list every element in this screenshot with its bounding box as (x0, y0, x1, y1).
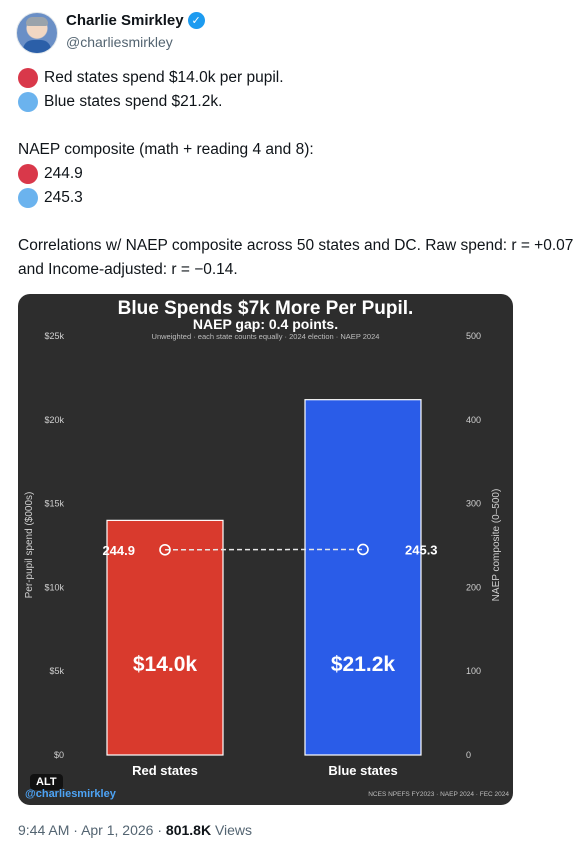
chart-note: Unweighted · each state counts equally ·… (151, 332, 380, 341)
red-circle-emoji-icon (18, 68, 38, 88)
chart-credit: @charliesmirkley (25, 788, 116, 800)
y2-tick-label: 200 (466, 582, 481, 592)
y2-tick-label: 100 (466, 666, 481, 676)
bar-value-label: $21.2k (331, 653, 396, 676)
blue-circle-emoji-icon (18, 92, 38, 112)
y-tick-label: $0 (54, 750, 64, 760)
avatar-body (23, 40, 51, 53)
author-handle[interactable]: @charliesmirkley (66, 34, 173, 50)
tweet-body-spend: Red states spend $14.0k per pupil. Blue … (18, 66, 284, 114)
view-count[interactable]: 801.8K (165, 822, 212, 838)
attached-chart-image[interactable]: $0 $5k $10k $15k $20k $25k 0 100 200 300 400 500 Per… (18, 294, 513, 805)
bar-value-label: $14.0k (133, 653, 198, 676)
bar (304, 399, 422, 756)
y-tick-label: $25k (44, 331, 64, 341)
y2-tick-label: 400 (466, 415, 481, 425)
y-tick-label: $20k (44, 415, 64, 425)
tweet-meta: 9:44 AM · Apr 1, 2026 · 801.8K Views (18, 822, 252, 838)
y-tick-label: $15k (44, 499, 64, 509)
y-axis-label: Per-pupil spend ($000s) (24, 492, 35, 599)
views-label: Views (214, 822, 253, 838)
naep-heading: NAEP composite (math + reading 4 and 8): (18, 141, 314, 158)
y2-tick-label: 300 (466, 499, 481, 509)
category-label: Blue states (328, 763, 397, 778)
y-tick-label: $5k (49, 666, 64, 676)
meta-separator: · (157, 822, 163, 838)
naep-value-label: 244.9 (102, 543, 135, 558)
chart-sources: NCES NPEFS FY2023 · NAEP 2024 · FEC 2024 (368, 791, 509, 798)
naep-red-value: 244.9 (44, 165, 83, 182)
tweet-time[interactable]: 9:44 AM (18, 822, 70, 838)
author-name[interactable]: Charlie Smirkley (66, 12, 184, 29)
naep-point (357, 543, 369, 556)
naep-value-label: 245.3 (405, 542, 438, 557)
tweet-line-red: Red states spend $14.0k per pupil. (18, 66, 284, 90)
naep-point (159, 543, 171, 556)
tweet-line1: Red states spend $14.0k per pupil. (44, 69, 284, 86)
verified-badge-icon: ✓ (187, 12, 205, 29)
tweet-line-blue: Blue states spend $21.2k. (18, 90, 284, 114)
tweet-correlations: Correlations w/ NAEP composite across 50… (18, 237, 574, 278)
bar (106, 519, 224, 756)
tweet-line2: Blue states spend $21.2k. (44, 93, 223, 110)
blue-circle-emoji-icon (18, 188, 38, 208)
naep-line-red: 244.9 (18, 162, 314, 186)
tweet-body-naep: NAEP composite (math + reading 4 and 8):… (18, 138, 314, 210)
category-label: Red states (132, 763, 198, 778)
naep-blue-value: 245.3 (44, 189, 83, 206)
y2-tick-label: 0 (466, 750, 471, 760)
meta-separator: · (73, 822, 78, 838)
red-circle-emoji-icon (18, 164, 38, 184)
chart-subtitle: NAEP gap: 0.4 points. (192, 316, 339, 332)
avatar-hair (26, 17, 48, 26)
author-name-row: Charlie Smirkley ✓ (66, 12, 205, 29)
alt-text-button[interactable]: ALT (30, 774, 63, 790)
bar-chart: $0 $5k $10k $15k $20k $25k 0 100 200 300 400 500 Per… (24, 331, 502, 778)
tweet-date[interactable]: Apr 1, 2026 (81, 822, 154, 838)
naep-line-blue: 245.3 (18, 186, 314, 210)
y2-axis-label: NAEP composite (0–500) (491, 489, 502, 602)
avatar[interactable] (16, 12, 58, 54)
y-tick-label: $10k (44, 582, 64, 592)
y2-tick-label: 500 (466, 331, 481, 341)
chart-title: Blue Spends $7k More Per Pupil. (117, 298, 414, 319)
